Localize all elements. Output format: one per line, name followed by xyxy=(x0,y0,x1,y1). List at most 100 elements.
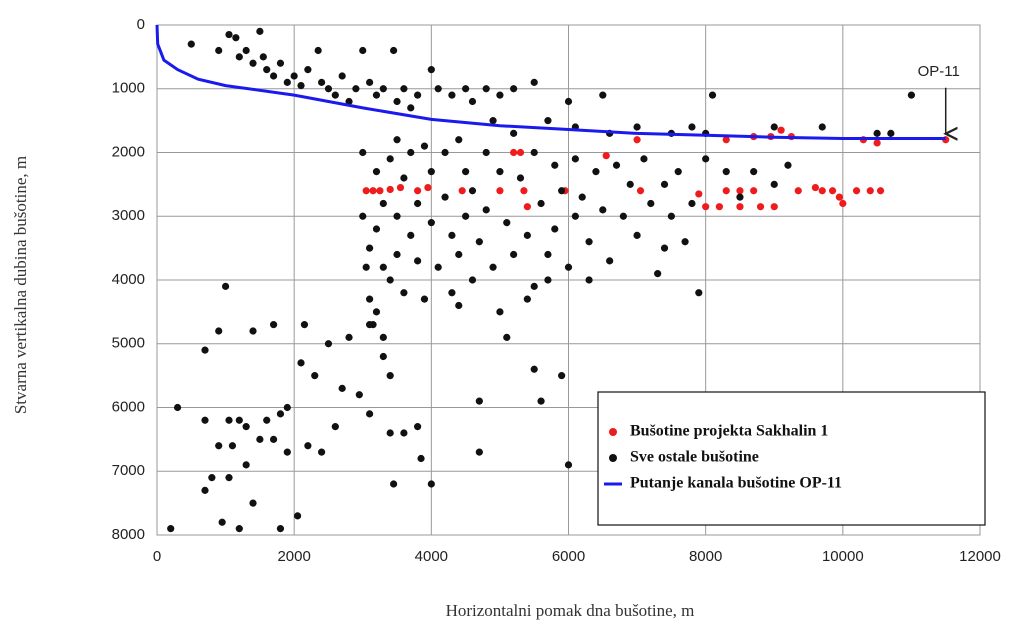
data-point xyxy=(379,333,387,341)
data-point xyxy=(362,187,370,195)
data-point xyxy=(544,117,552,125)
data-point xyxy=(366,321,374,329)
data-point xyxy=(400,289,408,297)
data-point xyxy=(516,174,525,182)
y-tick-label: 0 xyxy=(137,16,145,33)
data-point xyxy=(633,123,641,131)
data-point xyxy=(756,203,765,211)
data-point xyxy=(256,435,264,443)
data-point xyxy=(599,206,607,214)
data-point xyxy=(510,148,518,157)
data-point xyxy=(496,308,504,316)
data-point xyxy=(366,410,374,418)
data-point xyxy=(695,190,703,198)
trajectory-line xyxy=(155,24,946,140)
data-point xyxy=(235,53,243,61)
data-point xyxy=(564,97,573,106)
data-point xyxy=(225,416,233,424)
data-point xyxy=(633,136,641,144)
data-point xyxy=(448,231,456,239)
data-point xyxy=(599,91,607,99)
data-point xyxy=(722,136,730,144)
data-point xyxy=(520,187,528,195)
data-point xyxy=(242,423,250,431)
data-point xyxy=(468,187,477,195)
data-point xyxy=(468,97,477,106)
data-point xyxy=(225,474,233,482)
legend-label: Sve ostale bušotine xyxy=(630,449,759,466)
data-point xyxy=(866,187,874,195)
data-point xyxy=(407,104,415,112)
data-point xyxy=(482,148,490,157)
data-point xyxy=(660,244,669,252)
data-point xyxy=(544,276,552,284)
data-point xyxy=(571,212,579,220)
y-tick-label: 5000 xyxy=(112,335,145,352)
data-point xyxy=(324,85,333,93)
data-point xyxy=(386,155,394,163)
data-point xyxy=(585,276,593,284)
data-point xyxy=(318,78,326,86)
data-point xyxy=(379,199,387,208)
data-point xyxy=(750,187,758,195)
data-point xyxy=(259,53,267,61)
data-point xyxy=(390,46,398,55)
data-point xyxy=(225,30,233,39)
data-point xyxy=(366,78,374,86)
data-point xyxy=(660,180,669,188)
data-point xyxy=(311,372,319,380)
data-point xyxy=(602,152,610,160)
data-point xyxy=(396,183,405,192)
data-point xyxy=(852,187,861,195)
data-point xyxy=(345,333,353,341)
data-point xyxy=(242,461,250,469)
data-point xyxy=(688,199,696,208)
data-point xyxy=(208,474,216,482)
data-point xyxy=(304,66,312,74)
data-point xyxy=(173,403,182,412)
data-point xyxy=(269,321,278,329)
data-point xyxy=(235,416,243,424)
data-point xyxy=(462,212,470,220)
data-point xyxy=(249,499,257,507)
data-point xyxy=(434,263,442,271)
data-point xyxy=(441,148,449,157)
data-point xyxy=(366,244,374,252)
data-point xyxy=(736,187,744,195)
data-point xyxy=(235,525,243,533)
data-point xyxy=(352,85,360,93)
data-point xyxy=(551,225,559,233)
data-point xyxy=(681,238,689,246)
data-point xyxy=(393,136,401,144)
data-point xyxy=(386,276,394,284)
data-point xyxy=(530,148,538,157)
data-point xyxy=(530,78,538,86)
data-point xyxy=(770,123,778,131)
data-point xyxy=(324,340,333,348)
data-point xyxy=(386,372,394,380)
data-point xyxy=(794,187,802,195)
y-tick-label: 6000 xyxy=(112,398,145,415)
data-point xyxy=(187,40,195,48)
data-point xyxy=(434,85,442,93)
annotation-text: OP-11 xyxy=(918,63,960,80)
data-point xyxy=(414,91,422,99)
data-point xyxy=(393,212,401,220)
data-point xyxy=(537,397,545,405)
data-point xyxy=(633,231,641,239)
data-point xyxy=(263,416,271,424)
data-point xyxy=(407,231,415,239)
x-tick-label: 12000 xyxy=(959,548,1001,565)
data-point xyxy=(283,448,291,456)
data-point xyxy=(585,238,593,246)
data-point xyxy=(578,193,586,201)
data-point xyxy=(414,199,422,208)
data-point xyxy=(489,117,497,125)
legend-swatch xyxy=(609,454,617,462)
data-point xyxy=(256,27,264,35)
legend-box xyxy=(597,391,986,526)
data-point xyxy=(414,423,422,431)
data-point xyxy=(393,250,401,259)
data-point xyxy=(331,91,339,99)
data-point xyxy=(770,203,778,211)
